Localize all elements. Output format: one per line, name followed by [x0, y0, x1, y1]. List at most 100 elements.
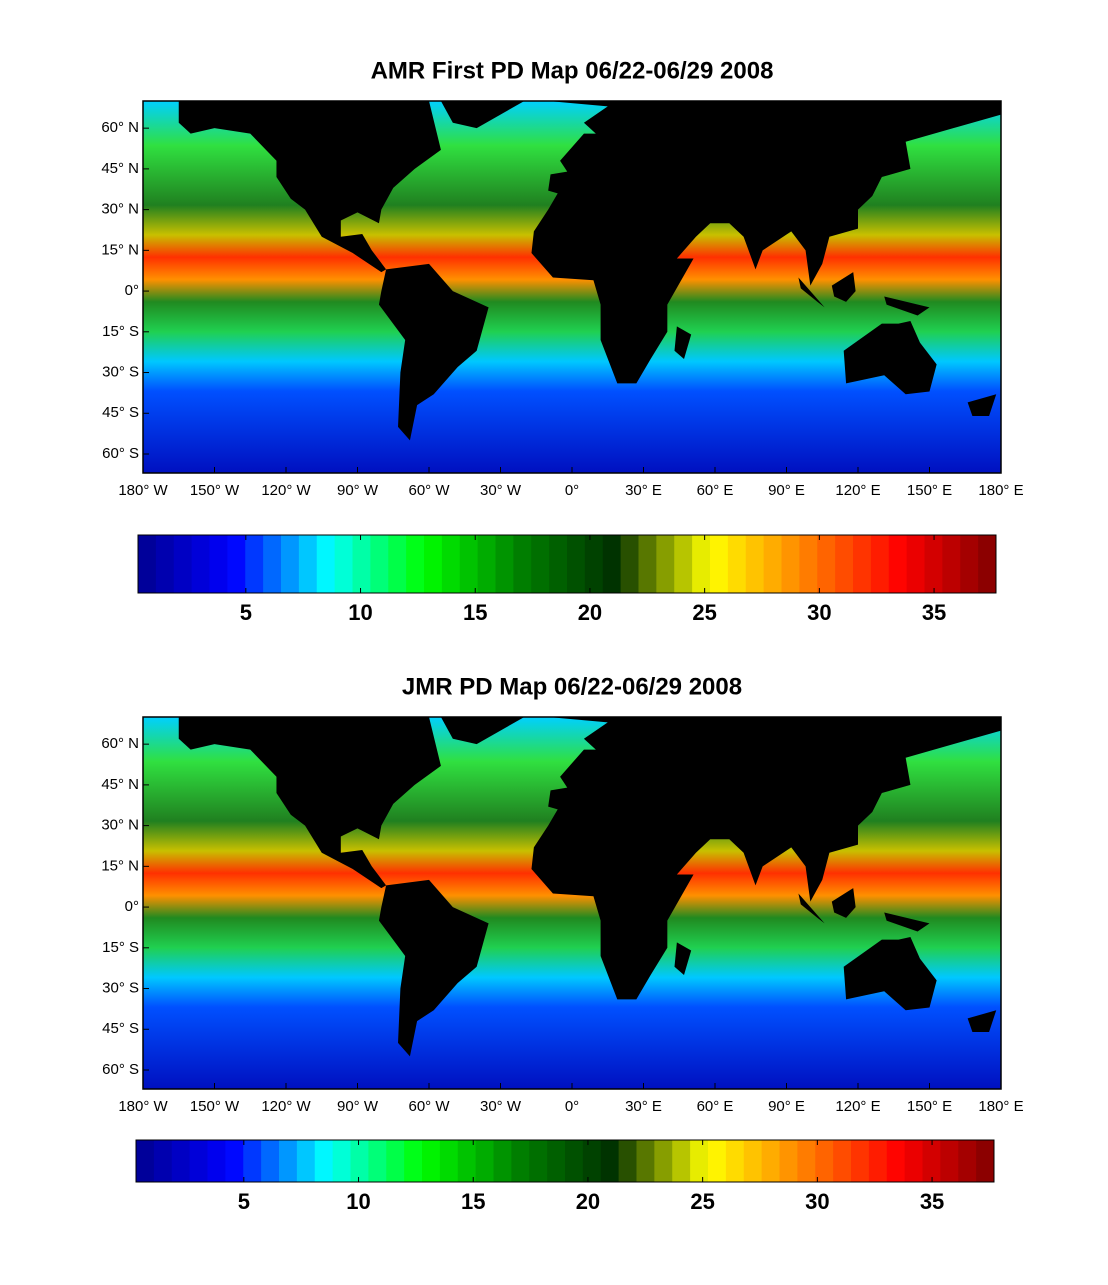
y-tick-label: 15° N [101, 857, 139, 874]
x-tick-label: 150° W [190, 1098, 240, 1115]
colorbar-step [960, 535, 979, 593]
colorbar-step [727, 535, 747, 593]
colorbar-step [743, 1140, 763, 1182]
colorbar-step [835, 535, 854, 593]
colorbar-tick-label: 25 [690, 1189, 714, 1214]
colorbar-step [725, 1140, 745, 1182]
colorbar-step [886, 1140, 906, 1182]
y-tick-label: 30° S [102, 364, 139, 381]
colorbar-step [155, 535, 175, 593]
y-tick-label: 30° N [101, 817, 139, 834]
colorbar-step [173, 535, 193, 593]
x-tick-label: 30° W [480, 482, 522, 499]
colorbar-step [370, 535, 389, 593]
colorbar-step [656, 535, 675, 593]
x-tick-label: 180° E [978, 1098, 1023, 1115]
colorbar-step [209, 535, 228, 593]
colorbar-tick-label: 25 [692, 600, 716, 625]
y-tick-label: 45° N [101, 160, 139, 177]
colorbar-tick-label: 30 [805, 1189, 829, 1214]
colorbar-step [477, 535, 496, 593]
colorbar-step [511, 1140, 530, 1182]
colorbar-tick-label: 35 [920, 1189, 944, 1214]
y-tick-label: 60° N [101, 735, 139, 752]
colorbar-step [958, 1140, 977, 1182]
colorbar-step [334, 535, 353, 593]
colorbar-step [620, 535, 639, 593]
colorbar-step [924, 535, 943, 593]
colorbar-step [942, 535, 961, 593]
colorbar-tick-label: 20 [578, 600, 602, 625]
y-tick-label: 0° [125, 898, 139, 915]
x-tick-label: 150° E [907, 482, 952, 499]
colorbar-step [763, 535, 782, 593]
colorbar-step [207, 1140, 226, 1182]
colorbar-step [888, 535, 908, 593]
colorbar-step [529, 1140, 548, 1182]
colorbar-frame [135, 1139, 995, 1183]
colorbar-step [602, 535, 622, 593]
x-tick-label: 60° E [697, 1098, 734, 1115]
colorbar-step [281, 535, 300, 593]
colorbar-step [815, 1140, 834, 1182]
colorbar-step [441, 535, 461, 593]
y-tick-label: 45° S [102, 404, 139, 421]
colorbar-step [779, 1140, 798, 1182]
x-tick-label: 120° W [261, 1098, 311, 1115]
colorbar-step [424, 535, 443, 593]
colorbar-step [549, 535, 568, 593]
colorbar-step [978, 535, 997, 593]
colorbar-step [690, 1140, 709, 1182]
x-tick-label: 150° E [907, 1098, 952, 1115]
colorbar-step [672, 1140, 691, 1182]
x-tick-label: 90° W [337, 482, 379, 499]
colorbar-tick-label: 5 [240, 600, 252, 625]
colorbar-step [171, 1140, 191, 1182]
colorbar-step [245, 535, 264, 593]
colorbar-step [314, 1140, 334, 1182]
colorbar-step [618, 1140, 637, 1182]
colorbar-step [833, 1140, 852, 1182]
colorbar-step [296, 1140, 316, 1182]
colorbar-step [547, 1140, 566, 1182]
colorbar-tick-label: 5 [238, 1189, 250, 1214]
x-tick-label: 120° E [835, 482, 880, 499]
colorbar-step [565, 1140, 584, 1182]
colorbar-step [582, 1140, 602, 1182]
chart-title: JMR PD Map 06/22-06/29 2008 [402, 673, 742, 700]
colorbar-step [189, 1140, 208, 1182]
colorbar-step [388, 535, 407, 593]
x-tick-label: 60° E [697, 482, 734, 499]
colorbar-step [797, 1140, 816, 1182]
x-tick-label: 60° W [408, 1098, 450, 1115]
colorbar-step [976, 1140, 995, 1182]
y-tick-label: 60° S [102, 1061, 139, 1078]
x-tick-label: 90° E [768, 1098, 805, 1115]
y-tick-label: 45° N [101, 776, 139, 793]
colorbar-step [227, 535, 246, 593]
y-tick-label: 45° S [102, 1020, 139, 1037]
colorbar-tick-label: 10 [348, 600, 372, 625]
colorbar-step [638, 535, 657, 593]
x-tick-label: 0° [565, 1098, 579, 1115]
colorbar-step [279, 1140, 298, 1182]
colorbar-step [654, 1140, 673, 1182]
colorbar-step [459, 535, 479, 593]
colorbar-step [153, 1140, 173, 1182]
y-tick-label: 15° S [102, 323, 139, 340]
colorbar-tick-label: 20 [576, 1189, 600, 1214]
colorbar-step [439, 1140, 459, 1182]
colorbar-step [799, 535, 818, 593]
colorbar-tick-label: 30 [807, 600, 831, 625]
x-tick-label: 60° W [408, 482, 450, 499]
x-tick-label: 150° W [190, 482, 240, 499]
colorbar-step [263, 535, 282, 593]
colorbar-step [531, 535, 550, 593]
colorbar-step [316, 535, 336, 593]
x-tick-label: 90° E [768, 482, 805, 499]
colorbar-step [332, 1140, 351, 1182]
colorbar-step [761, 1140, 780, 1182]
colorbar-step [567, 535, 586, 593]
colorbar-step [868, 1140, 888, 1182]
